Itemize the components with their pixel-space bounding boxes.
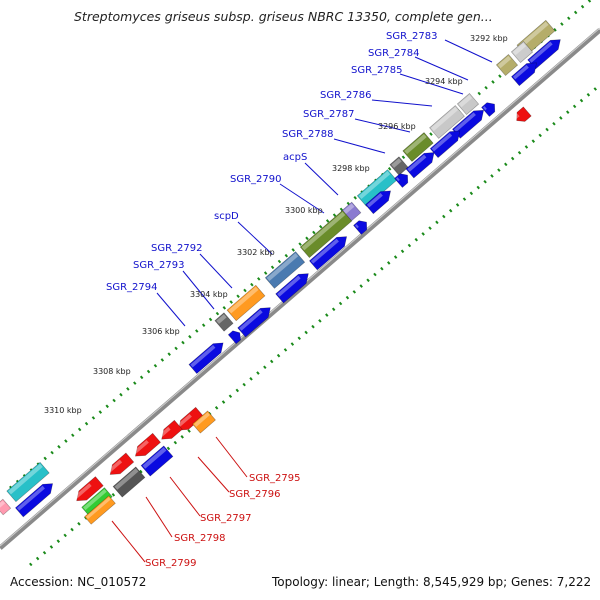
cds-forward-arrow[interactable] <box>405 148 438 179</box>
gene-feature[interactable] <box>429 105 465 139</box>
cds-forward-arrow[interactable] <box>15 479 56 518</box>
gene-label-sgr-2788[interactable]: SGR_2788 <box>282 129 334 140</box>
cds-forward-arrow[interactable] <box>227 328 243 345</box>
gene-feature[interactable] <box>226 284 266 322</box>
leader-line <box>215 436 248 478</box>
gene-label-sgr-2785[interactable]: SGR_2785 <box>351 65 403 76</box>
forward-gene-labels: SGR_2783 SGR_2784 SGR_2785 SGR_2786 SGR_… <box>106 31 438 293</box>
scale-labels: 3292 kbp 3294 kbp 3296 kbp 3298 kbp 3300… <box>44 34 508 415</box>
gene-label-sgr-2784[interactable]: SGR_2784 <box>368 48 420 59</box>
gene-label-sgr-2796[interactable]: SGR_2796 <box>229 489 281 500</box>
gene-label-sgr-2797[interactable]: SGR_2797 <box>200 513 252 524</box>
gene-feature[interactable] <box>84 495 116 525</box>
cds-reverse-arrow[interactable] <box>174 406 204 434</box>
gene-label-sgr-2786[interactable]: SGR_2786 <box>320 90 372 101</box>
gene-feature[interactable] <box>112 466 146 498</box>
scale-label: 3294 kbp <box>425 77 463 86</box>
tick-track-inner <box>29 83 600 567</box>
cds-forward-arrow[interactable] <box>429 126 464 159</box>
cds-forward-arrow[interactable] <box>237 303 275 338</box>
gene-label-sgr-2783[interactable]: SGR_2783 <box>386 31 438 42</box>
gene-label-sgr-2794[interactable]: SGR_2794 <box>106 282 158 293</box>
gene-label-scpd[interactable]: scpD <box>214 211 239 222</box>
cds-forward-arrow[interactable] <box>511 58 540 87</box>
leader-line <box>414 56 469 81</box>
leader-line <box>237 221 273 255</box>
gene-label-sgr-2798[interactable]: SGR_2798 <box>174 533 226 544</box>
cds-reverse-arrow[interactable] <box>513 106 532 125</box>
scale-label: 3306 kbp <box>142 327 180 336</box>
gene-label-sgr-2793[interactable]: SGR_2793 <box>133 260 185 271</box>
leader-line <box>169 476 201 517</box>
leader-line <box>279 183 325 214</box>
leader-line <box>182 270 215 310</box>
reverse-gene-labels: SGR_2795 SGR_2796 SGR_2797 SGR_2798 SGR_… <box>145 473 301 569</box>
gene-label-sgr-2787[interactable]: SGR_2787 <box>303 109 355 120</box>
cds-forward-arrow[interactable] <box>188 338 227 375</box>
cds-forward-arrow[interactable] <box>452 106 487 139</box>
gene-label-acps[interactable]: acpS <box>283 152 307 163</box>
cds-reverse-arrow[interactable] <box>158 419 183 443</box>
gene-feature[interactable] <box>6 461 50 503</box>
leader-line <box>304 162 339 196</box>
gene-feature[interactable] <box>214 312 234 332</box>
gene-label-sgr-2795[interactable]: SGR_2795 <box>249 473 301 484</box>
cds-reverse-arrow[interactable] <box>131 432 161 460</box>
gene-feature[interactable] <box>495 54 519 76</box>
scale-label: 3298 kbp <box>332 164 370 173</box>
leader-line <box>145 496 173 538</box>
leader-line <box>197 456 230 493</box>
accession-text: Accession: NC_010572 <box>10 575 147 589</box>
cds-reverse-arrow[interactable] <box>106 452 135 479</box>
scale-label: 3296 kbp <box>378 122 416 131</box>
gene-feature[interactable] <box>389 156 409 176</box>
label-leader-lines <box>111 39 493 563</box>
gene-features <box>0 19 561 525</box>
gene-feature[interactable] <box>402 132 434 162</box>
gene-feature[interactable] <box>456 93 480 115</box>
scale-label: 3292 kbp <box>470 34 508 43</box>
gene-feature[interactable] <box>264 251 306 289</box>
leader-line <box>333 138 386 154</box>
leader-line <box>399 73 464 95</box>
cds-forward-arrow[interactable] <box>394 171 412 188</box>
leader-line <box>444 39 493 63</box>
cds-forward-arrow[interactable] <box>365 186 394 215</box>
leader-line <box>156 292 186 327</box>
scale-label: 3302 kbp <box>237 248 275 257</box>
gene-label-sgr-2790[interactable]: SGR_2790 <box>230 174 282 185</box>
cds-forward-arrow[interactable] <box>353 218 371 235</box>
gene-feature[interactable] <box>510 41 534 63</box>
cds-forward-arrow[interactable] <box>275 269 313 304</box>
gene-label-sgr-2799[interactable]: SGR_2799 <box>145 558 197 569</box>
gene-feature[interactable] <box>140 445 174 477</box>
scale-label: 3308 kbp <box>93 367 131 376</box>
leader-line <box>111 520 146 563</box>
cds-forward-arrow[interactable] <box>481 100 499 117</box>
scale-label: 3310 kbp <box>44 406 82 415</box>
cds-forward-arrow[interactable] <box>309 232 350 271</box>
gene-label-sgr-2792[interactable]: SGR_2792 <box>151 243 203 254</box>
leader-line <box>371 99 433 107</box>
gene-feature[interactable] <box>192 410 216 434</box>
gene-feature[interactable] <box>299 209 353 259</box>
cds-reverse-arrow[interactable] <box>73 476 104 506</box>
gene-feature[interactable] <box>0 498 12 516</box>
scale-label: 3304 kbp <box>190 290 228 299</box>
scale-label: 3300 kbp <box>285 206 323 215</box>
leader-line <box>199 253 233 289</box>
genome-summary-text: Topology: linear; Length: 8,545,929 bp; … <box>272 575 592 589</box>
leader-line <box>354 118 411 133</box>
map-title: Streptomyces griseus subsp. griseus NBRC… <box>74 9 493 24</box>
